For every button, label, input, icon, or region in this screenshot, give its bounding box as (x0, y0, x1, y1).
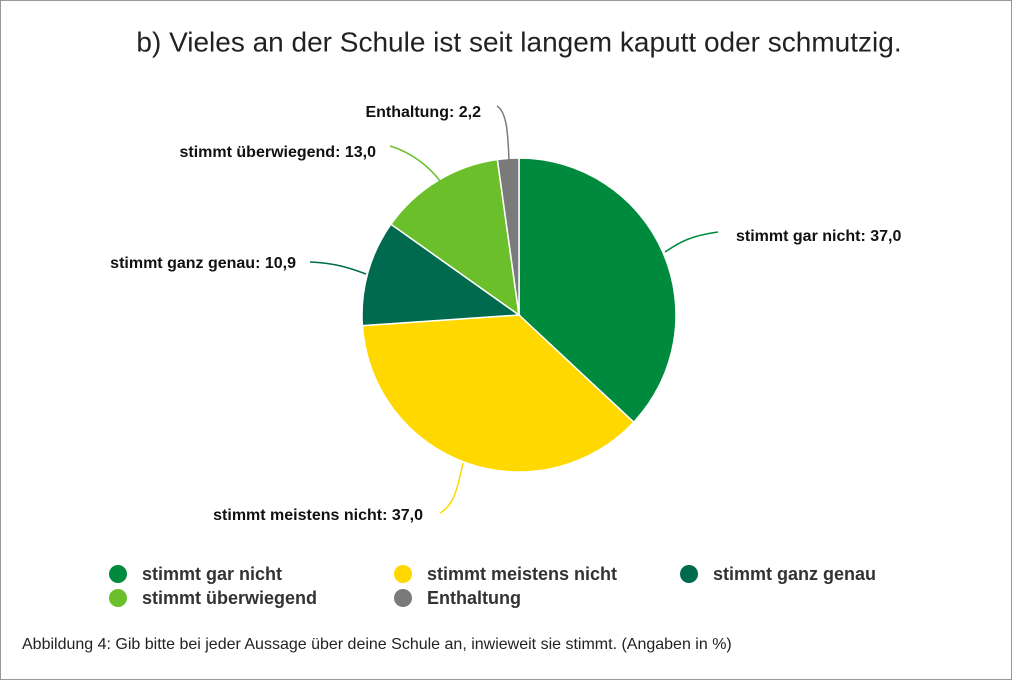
pie-slice (496, 157, 520, 316)
data-label: stimmt meistens nicht: 37,0 (213, 507, 423, 524)
legend-marker (680, 565, 698, 583)
chart-title: b) Vieles an der Schule ist seit langem … (136, 26, 901, 57)
legend-marker (109, 589, 127, 607)
legend-label: stimmt meistens nicht (427, 564, 617, 584)
pie-slice (389, 158, 520, 317)
leader-line (496, 105, 510, 161)
data-label: stimmt überwiegend: 13,0 (180, 144, 377, 161)
legend-marker (109, 565, 127, 583)
data-label: Enthaltung: 2,2 (365, 104, 481, 121)
legend-label: stimmt ganz genau (713, 564, 876, 584)
leader-line (309, 261, 367, 275)
leader-line (389, 145, 441, 182)
leader-line (439, 462, 464, 514)
legend-label: Enthaltung (427, 588, 521, 608)
legend-marker (394, 565, 412, 583)
data-label: stimmt gar nicht: 37,0 (736, 228, 901, 245)
caption: Abbildung 4: Gib bitte bei jeder Aussage… (22, 636, 732, 653)
pie-slice (361, 223, 522, 327)
legend-label: stimmt überwiegend (142, 588, 317, 608)
leader-line (664, 231, 719, 253)
pie-slice (518, 157, 677, 424)
data-label: stimmt ganz genau: 10,9 (110, 255, 296, 272)
pie-slice (361, 314, 635, 473)
legend-marker (394, 589, 412, 607)
legend-label: stimmt gar nicht (142, 564, 282, 584)
